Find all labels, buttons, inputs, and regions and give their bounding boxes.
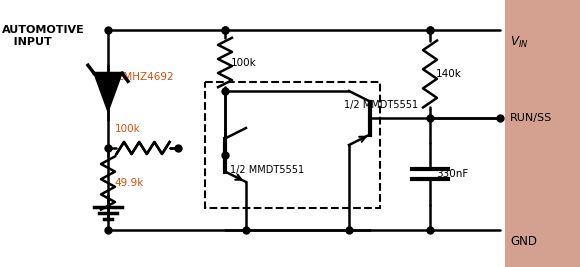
Text: CMHZ4692: CMHZ4692 bbox=[116, 72, 173, 82]
Text: $V_{IN}$: $V_{IN}$ bbox=[510, 35, 528, 50]
Text: GND: GND bbox=[510, 235, 537, 248]
Text: 1/2 MMDT5551: 1/2 MMDT5551 bbox=[230, 165, 304, 175]
Text: AUTOMOTIVE
   INPUT: AUTOMOTIVE INPUT bbox=[2, 25, 85, 47]
Text: 100k: 100k bbox=[115, 124, 141, 134]
Polygon shape bbox=[94, 73, 122, 112]
Bar bbox=[205, 82, 380, 208]
Text: 49.9k: 49.9k bbox=[114, 178, 143, 188]
Text: 140k: 140k bbox=[436, 69, 462, 79]
Text: 330nF: 330nF bbox=[436, 169, 468, 179]
Text: RUN/SS: RUN/SS bbox=[510, 113, 552, 123]
Text: 1/2 MMDT5551: 1/2 MMDT5551 bbox=[344, 100, 418, 110]
Text: 100k: 100k bbox=[231, 57, 257, 68]
Bar bbox=[505, 0, 580, 267]
